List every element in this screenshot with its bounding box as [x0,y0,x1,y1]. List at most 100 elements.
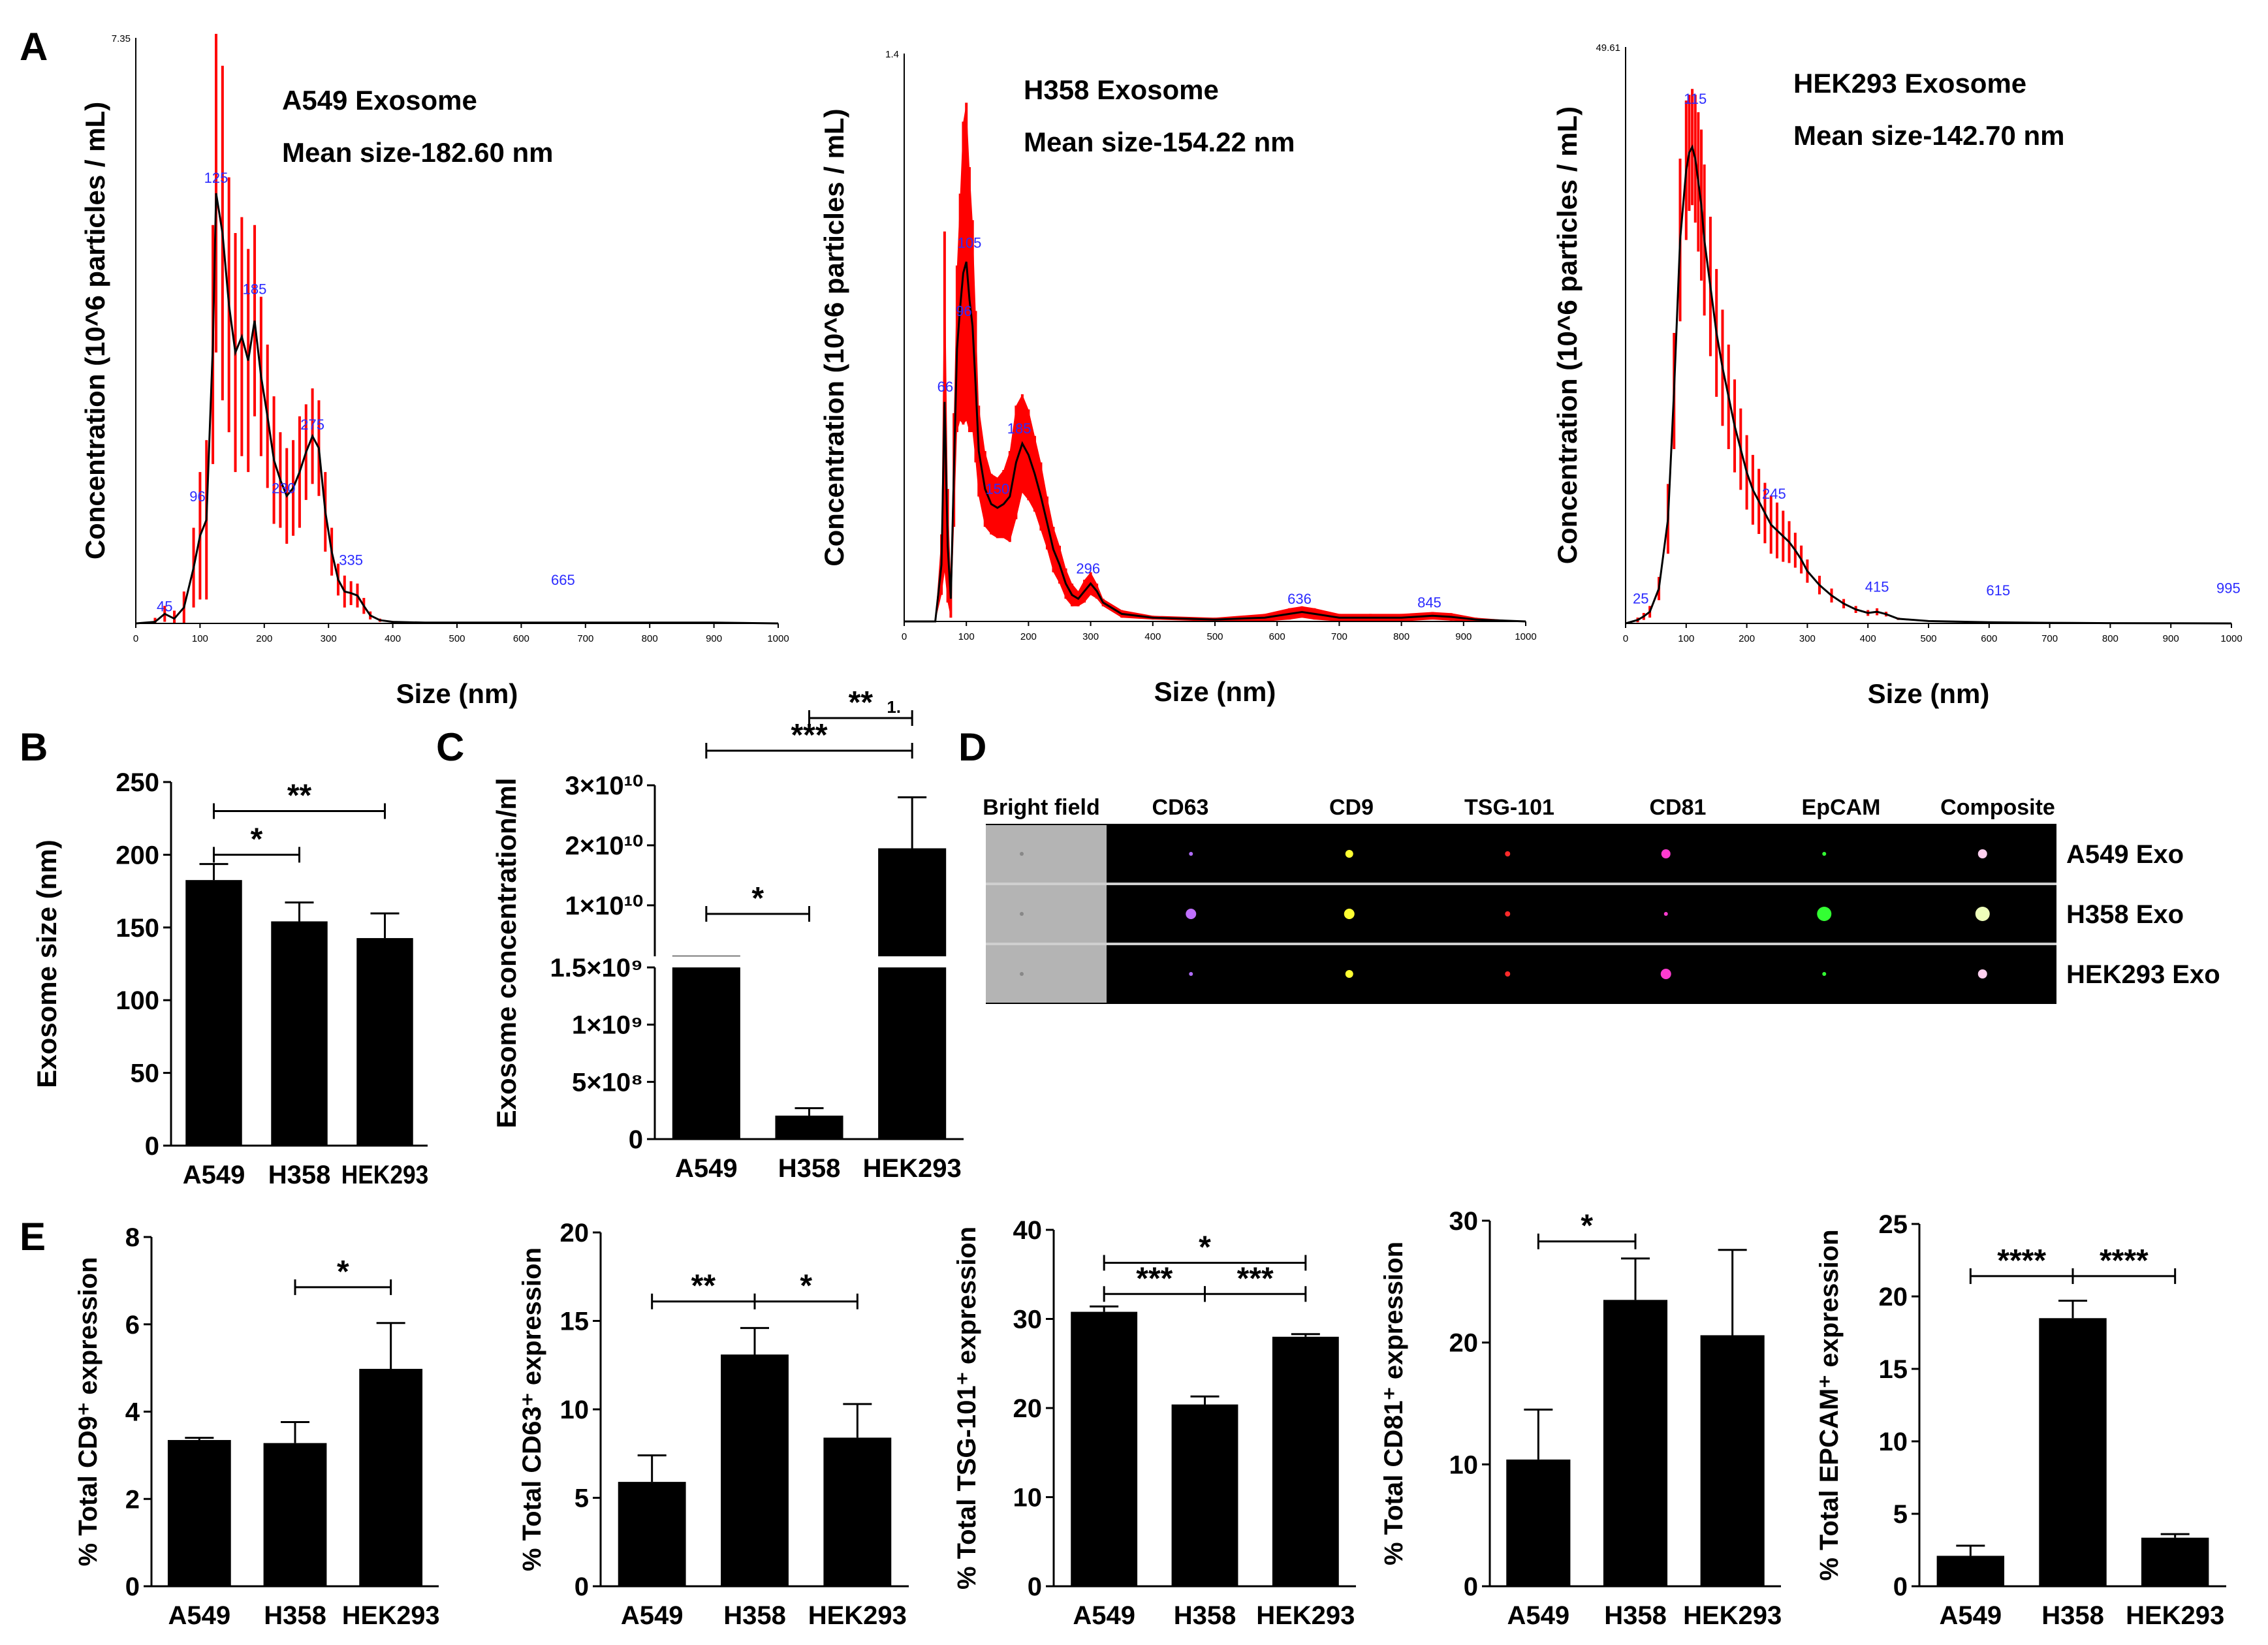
bright-field-tile [986,825,1107,883]
x-axis-title: Size (nm) [1154,676,1276,707]
bar-lower-segment [878,967,947,1139]
bar-chart-epcam: 0 5 10 15 20 25 A549 H358 HEK293 **** **** % Total … [1815,1210,2226,1630]
y-tick-label: 1×10⁹ [572,1011,643,1040]
y-tick-label: 1.5×10⁹ [550,954,643,982]
channel-label: CD81 [1650,795,1707,820]
chart-title: H358 Exosome [1024,74,1219,105]
peak-label: 96 [956,303,971,319]
y-tick-label: 5×10⁸ [572,1068,643,1097]
x-tick-label: H358 [1174,1601,1236,1630]
y-tick-label: 25 [1879,1210,1908,1239]
bar [1936,1556,2005,1586]
significance-label: ** [287,779,312,813]
y-tick-label: 4 [125,1398,140,1427]
peak-label: 230 [272,480,296,497]
panel-letter-e: E [20,1215,46,1259]
x-tick-label: 700 [577,633,593,644]
x-tick-label: A549 [1940,1601,2002,1630]
x-tick-label: HEK293 [808,1601,907,1630]
bar [167,1439,231,1586]
x-tick-label: 100 [1678,633,1694,644]
x-tick-label: A549 [621,1601,684,1630]
y-max-label: 49.61 [1596,42,1620,54]
chart-title: HEK293 Exosome [1793,68,2026,99]
bar [185,880,242,1146]
x-tick-label: 0 [902,631,907,642]
x-tick-label: 100 [192,633,208,644]
peak-label: 150 [985,481,1009,497]
mean-size-annotation: Mean size-154.22 nm [1024,127,1295,157]
fluorescent-particle [1977,849,1987,858]
peak-label: 995 [2216,580,2241,596]
y-tick-label: 40 [1013,1216,1043,1245]
y-tick-label: 20 [1013,1394,1043,1423]
bar [1272,1336,1339,1586]
peak-label: 45 [157,598,172,614]
x-tick-label: 500 [449,633,465,644]
peak-label: 335 [339,552,363,569]
bar [1700,1335,1765,1586]
y-tick-label: 50 [131,1059,160,1088]
significance-label: * [337,1255,349,1289]
peak-label: 665 [551,572,575,588]
y-tick-label: 10 [1013,1484,1043,1512]
bar-upper-segment [878,848,947,956]
significance-label: ** [691,1269,716,1304]
peak-label: 115 [1684,91,1707,107]
y-tick-label: 0 [575,1573,589,1601]
x-tick-label: 200 [1739,633,1755,644]
peak-label: 415 [1865,579,1889,595]
y-axis-title: % Total TSG-101⁺ expression [953,1227,981,1590]
fluorescent-particle [1345,970,1353,978]
bar [1603,1300,1668,1586]
x-tick-label: H358 [778,1154,841,1183]
channel-label: EpCAM [1802,795,1881,820]
y-tick-label: 30 [1013,1306,1043,1334]
x-tick-label: H358 [723,1601,786,1630]
bar [1506,1459,1571,1586]
x-tick-label: 200 [256,633,272,644]
x-tick-label: H358 [1604,1601,1667,1630]
bright-field-tile [986,885,1107,943]
x-tick-label: 700 [1331,631,1347,642]
significance-label: * [1199,1230,1211,1265]
bar [1171,1404,1238,1586]
fluorescent-particle [1189,852,1193,856]
mean-size-annotation: Mean size-182.60 nm [282,137,554,168]
fluorescent-particle [1186,909,1197,919]
x-tick-label: A549 [1073,1601,1135,1630]
x-tick-label: HEK293 [2126,1601,2224,1630]
y-tick-label: 0 [1028,1573,1042,1601]
y-tick-label: 0 [125,1573,140,1601]
y-max-label: 1.4 [885,49,899,60]
y-axis-title: Concentration (10^6 particles / mL) [1552,106,1583,564]
bar [356,938,413,1146]
x-tick-label: 200 [1020,631,1037,642]
x-tick-label: 900 [1455,631,1472,642]
significance-label: **** [1997,1244,2046,1278]
x-tick-label: 1000 [767,633,789,644]
panel-letter-c: C [436,725,464,769]
y-tick-label: 10 [560,1396,590,1424]
significance-label: ** [849,685,874,720]
row-label: HEK293 Exo [2066,960,2220,989]
fluorescent-particle [1505,851,1511,856]
y-tick-label: 20 [1449,1329,1479,1358]
panel-letter-d: D [958,725,986,769]
y-tick-label: 6 [125,1311,140,1340]
x-tick-label: A549 [1507,1601,1570,1630]
x-axis-title: Size (nm) [1868,678,1990,709]
peak-label: 636 [1287,591,1312,607]
error-band [904,102,1526,621]
x-tick-label: 600 [1981,633,1997,644]
peak-label: 845 [1417,595,1441,611]
fluorescent-particle [1505,911,1511,916]
x-tick-label: 400 [1860,633,1876,644]
mean-size-annotation: Mean size-142.70 nm [1793,120,2065,151]
fluorescent-particle [1977,969,1987,979]
peak-label: 245 [1762,486,1786,502]
x-tick-label: A549 [675,1154,738,1183]
y-tick-label: 1×10¹⁰ [565,892,643,920]
